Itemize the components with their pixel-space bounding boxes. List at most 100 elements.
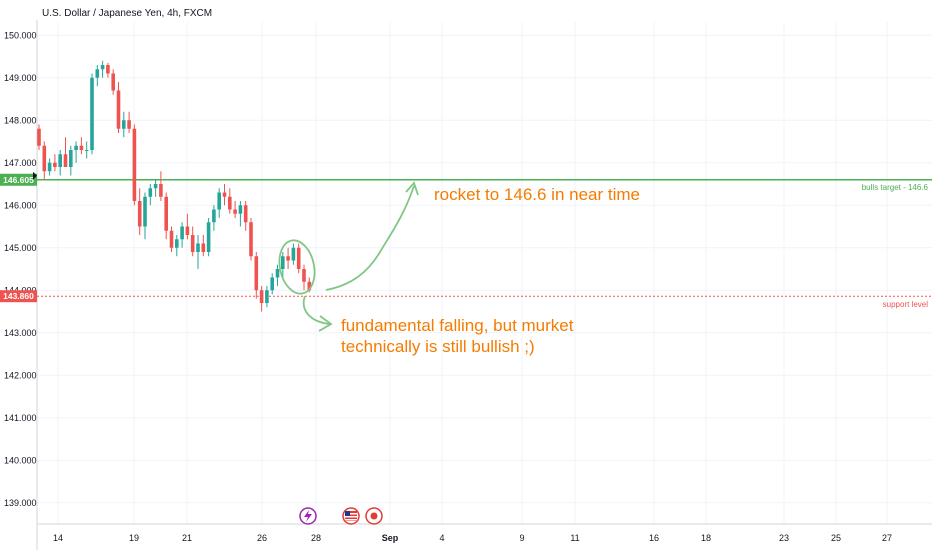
candle-body bbox=[249, 222, 253, 257]
tag-marker-icon bbox=[33, 171, 37, 180]
x-tick-label: 27 bbox=[882, 533, 892, 543]
down-arrow-path[interactable] bbox=[302, 295, 331, 325]
candle bbox=[206, 218, 211, 257]
y-tick-label: 148.000 bbox=[4, 115, 37, 125]
candle-body bbox=[254, 256, 259, 291]
horizontal-lines[interactable]: bulls target - 146.6 146.605 support level… bbox=[0, 171, 932, 309]
y-tick-label: 146.000 bbox=[4, 200, 37, 210]
candle-body bbox=[190, 235, 195, 252]
candle bbox=[233, 201, 237, 218]
candle bbox=[259, 286, 264, 312]
chart-title: U.S. Dollar / Japanese Yen, 4h, FXCM bbox=[42, 8, 212, 19]
candle-body bbox=[307, 281, 312, 291]
candle bbox=[116, 82, 121, 133]
y-tick-label: 141.000 bbox=[4, 413, 37, 423]
y-tick-label: 147.000 bbox=[4, 158, 37, 168]
candle bbox=[153, 179, 158, 197]
candle bbox=[296, 243, 301, 274]
up-arrow-path[interactable] bbox=[325, 185, 415, 291]
candle bbox=[238, 201, 243, 227]
candle-body bbox=[58, 154, 62, 167]
candle-body bbox=[90, 77, 94, 150]
y-tick-label: 140.000 bbox=[4, 455, 37, 465]
event-icons[interactable] bbox=[299, 507, 383, 525]
candle bbox=[79, 137, 84, 155]
candle bbox=[243, 201, 248, 231]
candle bbox=[84, 141, 89, 159]
candle bbox=[42, 141, 47, 180]
candle bbox=[222, 184, 227, 206]
lightning-icon[interactable] bbox=[299, 507, 317, 525]
candle bbox=[169, 226, 174, 252]
down-arrow-head bbox=[318, 315, 333, 332]
x-axis: 14 19 21 26 28 Sep 4 9 11 16 18 23 25 27 bbox=[53, 533, 892, 543]
x-tick-label: 23 bbox=[779, 533, 789, 543]
candle bbox=[47, 158, 52, 176]
candle-body bbox=[79, 145, 84, 150]
x-tick-label: Sep bbox=[382, 533, 399, 543]
annotation-technically[interactable]: technically is still bullish ;) bbox=[341, 337, 535, 356]
support-level-line[interactable]: support level 143.860 bbox=[0, 290, 932, 309]
highlight-ellipse[interactable] bbox=[275, 237, 319, 297]
candle bbox=[127, 111, 131, 133]
x-tick-label: 4 bbox=[439, 533, 444, 543]
candle bbox=[100, 60, 105, 78]
candle-body bbox=[84, 150, 89, 151]
candle-body bbox=[127, 120, 131, 129]
candle-body bbox=[100, 65, 105, 70]
us-flag-icon[interactable] bbox=[342, 507, 360, 525]
candle-body bbox=[196, 243, 200, 252]
bulls-target-line[interactable]: bulls target - 146.6 146.605 bbox=[0, 173, 932, 192]
candle-body bbox=[37, 128, 41, 146]
annotation-rocket[interactable]: rocket to 146.6 in near time bbox=[434, 185, 640, 204]
candle bbox=[254, 252, 259, 299]
candle-body bbox=[53, 162, 57, 167]
candle bbox=[190, 226, 195, 257]
x-tick-label: 21 bbox=[182, 533, 192, 543]
candle-body bbox=[286, 256, 290, 261]
candle bbox=[249, 218, 253, 261]
candle-body bbox=[228, 196, 232, 210]
candle-body bbox=[106, 65, 110, 74]
candle-body bbox=[281, 256, 285, 269]
y-tick-label: 139.000 bbox=[4, 498, 37, 508]
y-tick-label: 143.000 bbox=[4, 328, 37, 338]
candle bbox=[63, 137, 68, 167]
candle bbox=[217, 188, 221, 218]
drawings[interactable]: rocket to 146.6 in near time fundamental… bbox=[275, 181, 640, 356]
grid bbox=[37, 22, 932, 524]
candle-body bbox=[291, 247, 296, 261]
japan-flag-icon[interactable] bbox=[365, 507, 383, 525]
candle bbox=[212, 205, 216, 231]
up-arrow-head bbox=[405, 181, 419, 196]
candle-body bbox=[143, 196, 147, 227]
candle bbox=[53, 154, 57, 172]
candle bbox=[175, 235, 179, 257]
candle bbox=[111, 69, 115, 95]
y-tick-label: 142.000 bbox=[4, 370, 37, 380]
price-tag bbox=[0, 173, 37, 186]
candle-body bbox=[95, 69, 100, 78]
y-tick-label: 149.000 bbox=[4, 73, 37, 83]
x-tick-label: 16 bbox=[649, 533, 659, 543]
candle-body bbox=[137, 201, 142, 227]
candle-body bbox=[63, 154, 68, 167]
candle bbox=[265, 286, 269, 308]
candle bbox=[132, 124, 137, 206]
annotation-fundamental[interactable]: fundamental falling, but murket bbox=[341, 316, 574, 335]
candle-body bbox=[275, 269, 280, 278]
y-tick-label: 150.000 bbox=[4, 30, 37, 40]
candle-body bbox=[243, 205, 248, 223]
candle-body bbox=[265, 290, 269, 303]
candle bbox=[106, 62, 110, 78]
candle-body bbox=[302, 269, 306, 282]
candle bbox=[159, 171, 163, 201]
candle bbox=[286, 247, 290, 269]
candle-body bbox=[217, 192, 221, 210]
candle bbox=[148, 184, 153, 206]
y-tick-label: 145.000 bbox=[4, 243, 37, 253]
candle-body bbox=[148, 188, 153, 197]
candle-body bbox=[47, 162, 52, 172]
candle-body bbox=[74, 145, 78, 150]
